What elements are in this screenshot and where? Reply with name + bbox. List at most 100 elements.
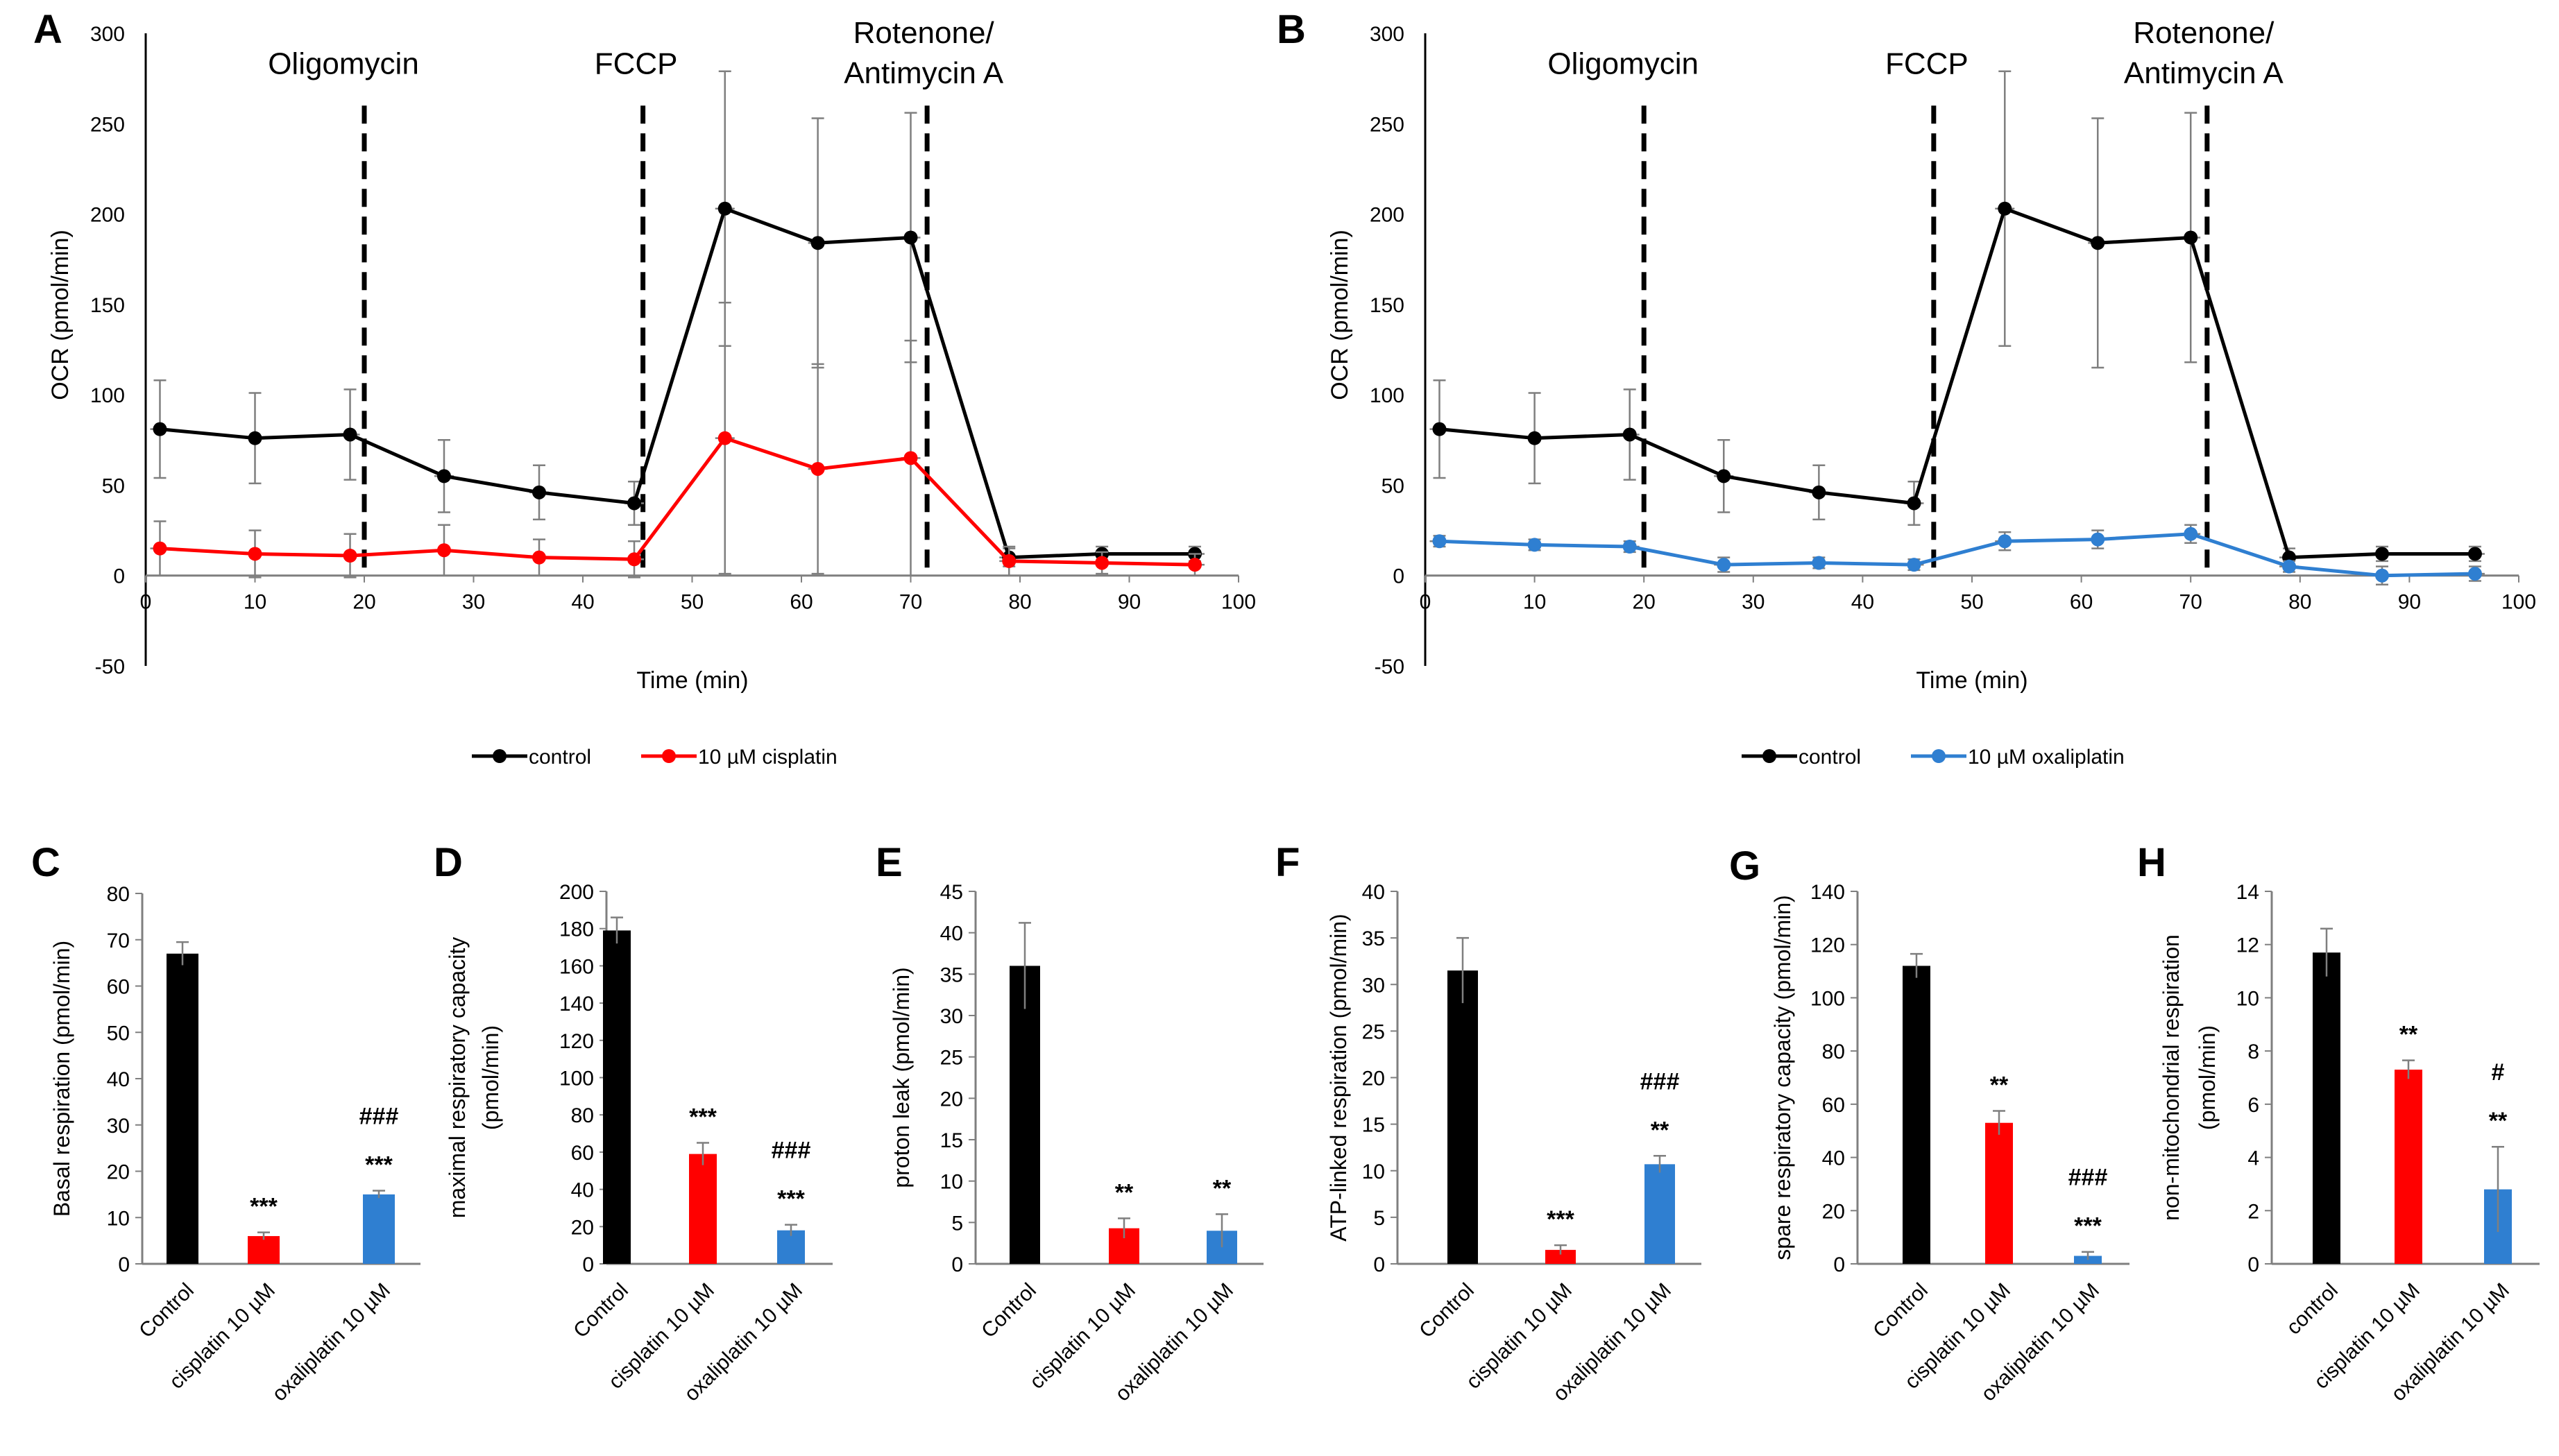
significance-stars-g-2: ***: [2074, 1213, 2102, 1240]
y-tick-label-g: 100: [1810, 987, 1845, 1010]
y-tick-label-h: 12: [2236, 934, 2259, 957]
y-tick-label-b: 200: [1370, 204, 1404, 227]
data-point-b-1: [2375, 568, 2389, 583]
y-axis-label2-h: (pmol/min): [2195, 1025, 2220, 1130]
bar-c-0: [167, 953, 198, 1264]
data-point-a-1: [532, 550, 546, 565]
bar-c-1: [248, 1235, 280, 1264]
data-point-a-1: [1095, 556, 1110, 570]
significance-stars-c-2: ***: [365, 1152, 393, 1179]
y-tick-label-h: 4: [2247, 1147, 2259, 1170]
x-tick-label-b: 50: [1960, 591, 1983, 614]
data-point-b-0: [1998, 201, 2012, 216]
y-tick-label-h: 0: [2247, 1253, 2259, 1276]
bar-h-0: [2313, 952, 2340, 1264]
data-point-b-0: [2091, 236, 2105, 250]
y-tick-label-f: 5: [1373, 1207, 1385, 1230]
data-point-a-1: [903, 451, 918, 465]
y-tick-label-a: -50: [95, 656, 125, 678]
y-tick-label-e: 5: [951, 1212, 963, 1235]
y-tick-label-g: 0: [1833, 1253, 1845, 1276]
y-tick-label-f: 10: [1362, 1160, 1385, 1183]
injection-label-b-0: Oligomycin: [1547, 46, 1699, 80]
bar-f-0: [1447, 970, 1478, 1264]
y-tick-label-e: 25: [940, 1047, 963, 1070]
data-point-b-0: [1527, 431, 1542, 445]
y-axis-label-a: OCR (pmol/min): [47, 230, 74, 400]
y-tick-label-c: 30: [107, 1115, 130, 1138]
y-tick-label-a: 150: [90, 294, 125, 317]
y-tick-label-b: 250: [1370, 113, 1404, 136]
y-tick-label-c: 60: [107, 976, 130, 999]
series-line-a-1: [160, 436, 1196, 567]
data-point-b-0: [2467, 547, 2482, 561]
data-point-a-1: [717, 431, 732, 445]
x-tick-label-a: 100: [1221, 591, 1256, 614]
data-point-a-1: [1188, 558, 1202, 572]
y-tick-label-c: 80: [107, 883, 130, 906]
significance-hashes-d-2: ###: [772, 1138, 811, 1164]
x-tick-label-a: 10: [244, 591, 266, 614]
x-tick-label-b: 20: [1633, 591, 1656, 614]
data-point-b-0: [1622, 427, 1637, 442]
y-tick-label-e: 15: [940, 1129, 963, 1152]
y-tick-label-d: 100: [559, 1068, 594, 1090]
bar-f-1: [1545, 1249, 1576, 1264]
x-tick-label-b: 10: [1523, 591, 1546, 614]
injection-label-a-0: Oligomycin: [268, 46, 419, 80]
y-axis-label-g: spare respiratory capacity (pmol/min): [1770, 895, 1795, 1260]
panel-label-h: H: [2137, 840, 2166, 885]
data-point-b-1: [1907, 558, 1921, 572]
data-point-a-0: [627, 496, 642, 511]
y-tick-label-e: 10: [940, 1171, 963, 1194]
data-point-a-0: [903, 230, 918, 245]
panel-label-b: B: [1277, 7, 1306, 52]
legend-marker-a-0: [493, 749, 507, 763]
data-point-a-1: [1002, 554, 1017, 568]
x-tick-label-b: 70: [2179, 591, 2202, 614]
y-tick-label-a: 300: [90, 23, 125, 46]
bar-g-1: [1985, 1122, 2013, 1264]
x-axis-label-a: Time (min): [636, 667, 748, 694]
y-tick-label-c: 40: [107, 1068, 130, 1091]
x-tick-label-a: 30: [462, 591, 485, 614]
significance-stars-c-1: ***: [250, 1194, 278, 1220]
y-tick-label-b: -50: [1375, 656, 1404, 678]
y-axis-label-e: proton leak (pmol/min): [889, 967, 914, 1188]
data-point-b-1: [2467, 567, 2482, 581]
series-line-b-0: [1439, 206, 2475, 560]
significance-stars-d-2: ***: [777, 1186, 805, 1213]
bar-d-1: [689, 1154, 717, 1264]
x-axis-label-b: Time (min): [1916, 667, 2027, 694]
bar-d-0: [603, 930, 631, 1264]
y-tick-label-d: 40: [571, 1179, 594, 1202]
data-point-a-0: [436, 469, 451, 483]
significance-hashes-c-2: ###: [359, 1104, 399, 1130]
data-point-a-0: [532, 485, 546, 499]
data-point-a-1: [627, 552, 642, 567]
y-tick-label-g: 80: [1822, 1040, 1845, 1063]
significance-hashes-g-2: ###: [2068, 1165, 2108, 1191]
data-point-b-1: [2091, 532, 2105, 547]
y-tick-label-d: 20: [571, 1216, 594, 1239]
y-tick-label-c: 70: [107, 930, 130, 952]
y-tick-label-g: 20: [1822, 1200, 1845, 1223]
data-point-a-1: [343, 549, 357, 563]
data-point-a-0: [717, 201, 732, 216]
data-point-b-0: [1907, 496, 1921, 511]
x-tick-label-b: 40: [1851, 591, 1874, 614]
y-tick-label-e: 20: [940, 1088, 963, 1111]
x-tick-label-a: 60: [790, 591, 813, 614]
bar-d-2: [777, 1230, 805, 1264]
bar-c-2: [363, 1194, 395, 1264]
data-point-b-1: [1998, 534, 2012, 549]
legend-label-a-0: control: [529, 746, 591, 769]
y-tick-label-f: 20: [1362, 1068, 1385, 1090]
y-tick-label-d: 200: [559, 881, 594, 904]
legend-label-b-0: control: [1799, 746, 1861, 769]
injection-label-a-2: Rotenone/: [853, 16, 995, 50]
data-point-a-0: [810, 236, 825, 250]
panel-label-f: F: [1275, 840, 1300, 885]
y-tick-label-b: 150: [1370, 294, 1404, 317]
